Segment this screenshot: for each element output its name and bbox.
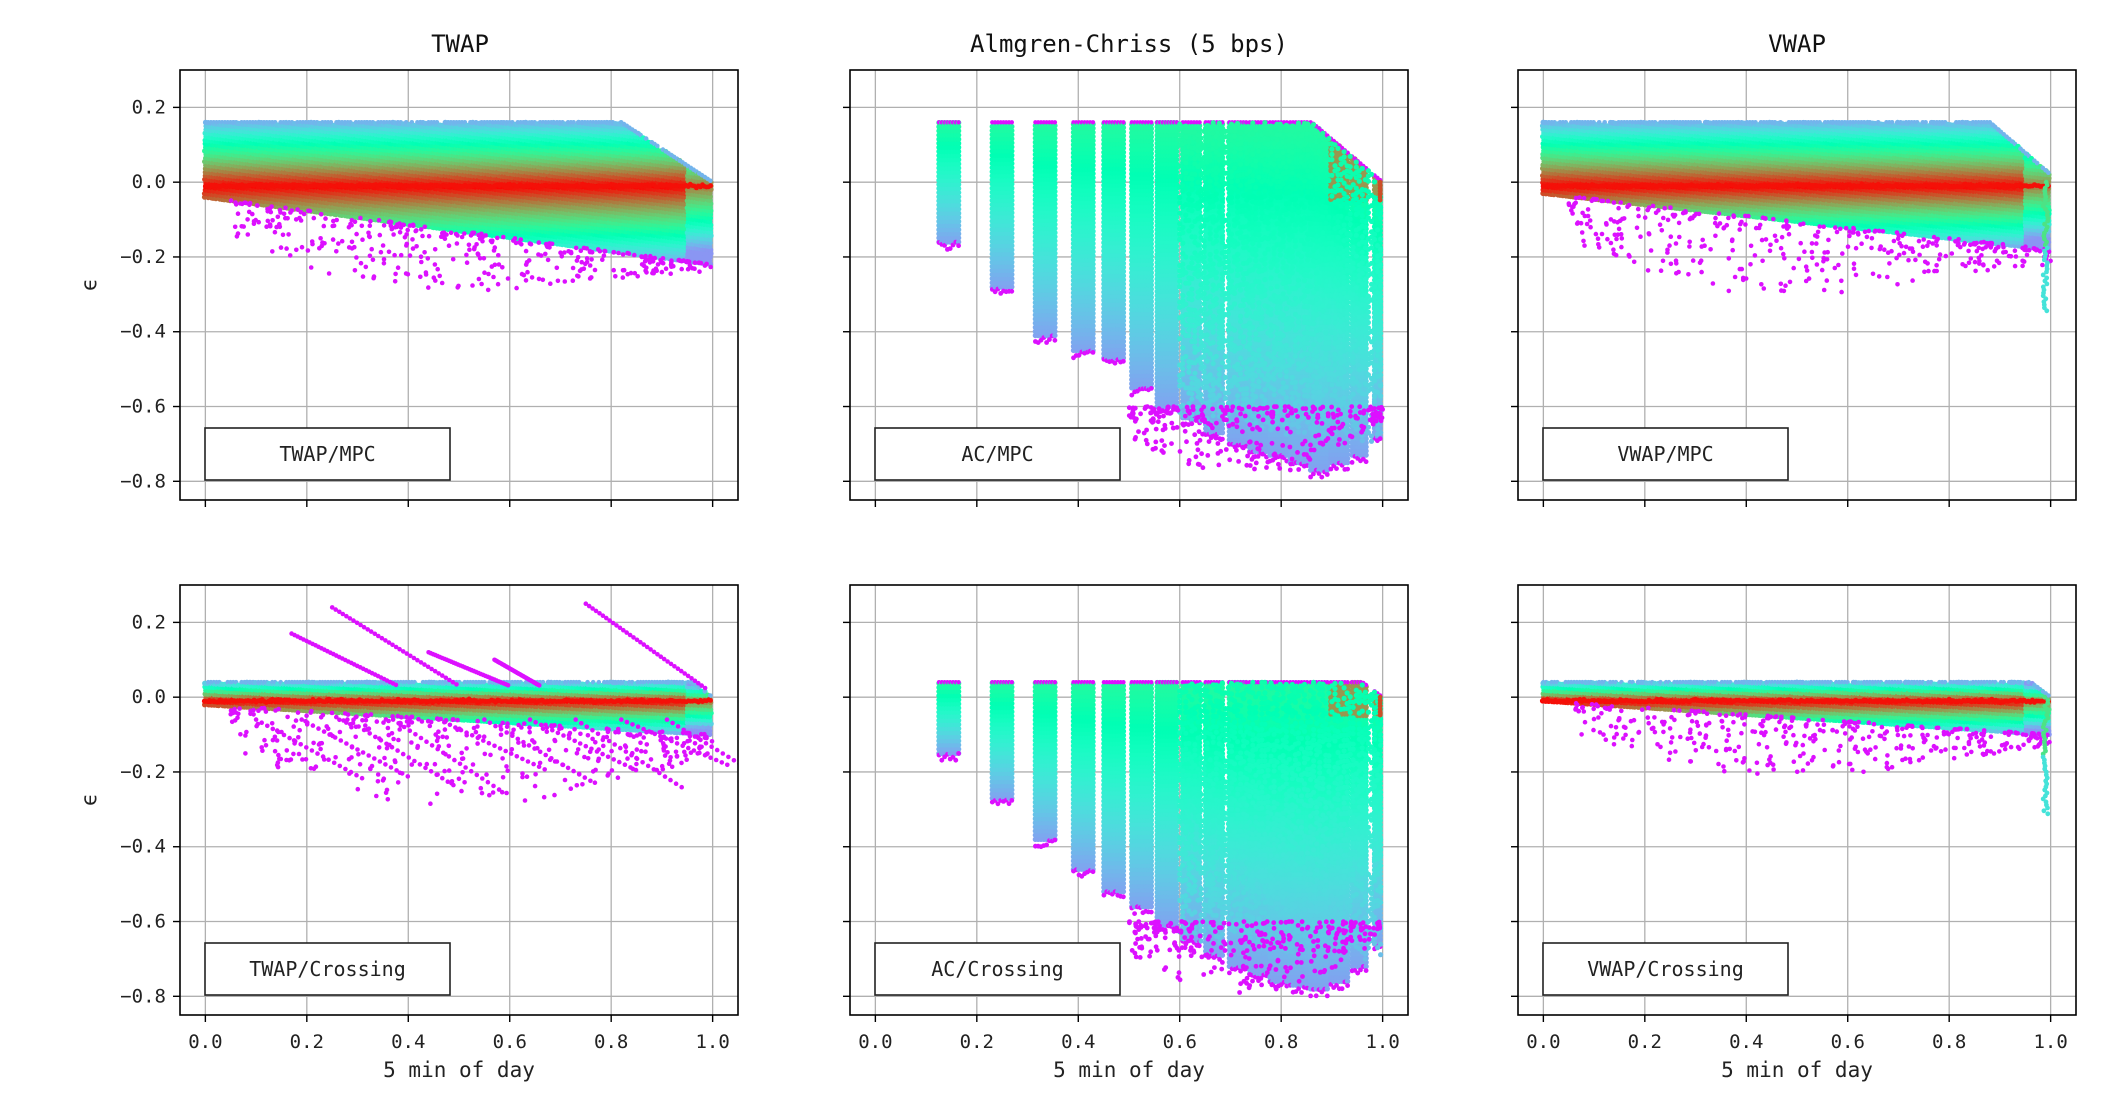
scatter-points xyxy=(201,119,714,293)
column-title-twap: TWAP xyxy=(431,30,489,58)
scatter-point xyxy=(655,143,660,149)
column-title-almgren-chriss: Almgren-Chriss (5 bps) xyxy=(970,30,1288,58)
column-title-vwap: VWAP xyxy=(1768,30,1826,58)
scatter-point xyxy=(328,120,334,125)
